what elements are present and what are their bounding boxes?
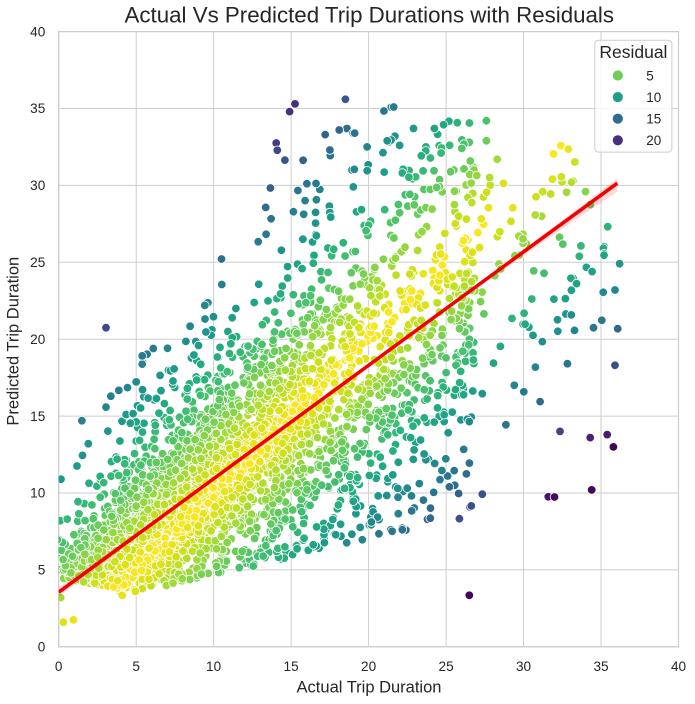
svg-text:25: 25 (439, 659, 454, 674)
svg-text:5: 5 (646, 68, 654, 83)
svg-text:Actual Trip Duration: Actual Trip Duration (297, 679, 442, 697)
svg-text:Predicted Trip Duration: Predicted Trip Duration (5, 257, 23, 426)
svg-text:40: 40 (30, 24, 46, 39)
svg-text:30: 30 (30, 178, 46, 193)
svg-text:20: 20 (361, 659, 377, 674)
svg-text:0: 0 (38, 640, 46, 655)
svg-text:5: 5 (38, 563, 46, 578)
svg-text:10: 10 (646, 90, 661, 105)
svg-text:20: 20 (646, 133, 661, 148)
svg-text:15: 15 (646, 112, 661, 127)
svg-text:Actual Vs Predicted Trip Durat: Actual Vs Predicted Trip Durations with … (125, 3, 615, 28)
svg-text:35: 35 (593, 659, 608, 674)
svg-text:35: 35 (30, 101, 45, 116)
svg-text:10: 10 (206, 659, 222, 674)
svg-text:40: 40 (671, 659, 687, 674)
svg-text:15: 15 (30, 409, 45, 424)
svg-text:15: 15 (284, 659, 299, 674)
svg-text:10: 10 (30, 486, 46, 501)
svg-text:25: 25 (30, 255, 45, 270)
svg-text:5: 5 (132, 659, 140, 674)
svg-text:Residual: Residual (599, 42, 667, 62)
svg-text:30: 30 (516, 659, 532, 674)
svg-text:0: 0 (55, 659, 63, 674)
svg-text:20: 20 (30, 332, 46, 347)
